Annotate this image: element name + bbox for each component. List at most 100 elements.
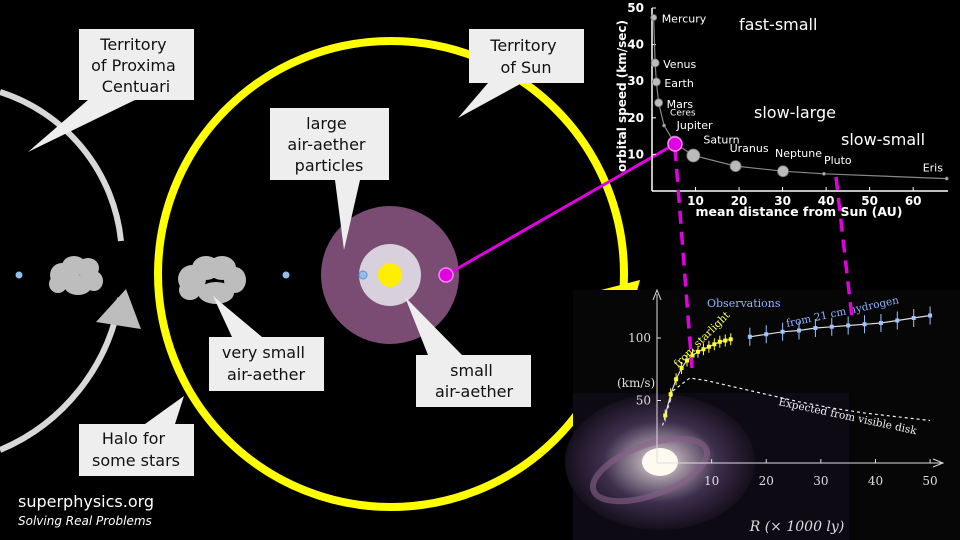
planet-label-earth: Earth	[664, 77, 694, 90]
planet-point-venus	[650, 58, 660, 68]
data-point-hydrogen	[928, 313, 933, 318]
planet-label-venus: Venus	[663, 58, 696, 71]
planet-point-mars	[654, 98, 664, 108]
svg-text:Halo for some stars: Halo for some stars	[92, 429, 180, 470]
planet-point-uranus	[729, 160, 742, 173]
data-point-hydrogen	[846, 323, 851, 328]
solar-x-tick-label: 10	[687, 194, 704, 208]
halo-arrow-head	[96, 289, 141, 329]
planet-point-neptune	[777, 165, 789, 178]
planet-point-saturn	[686, 148, 701, 163]
solar-x-tick-label: 40	[818, 194, 835, 208]
callout-halo-line-1: Halo for	[102, 429, 166, 448]
callout-very-small: very small air-aether	[209, 296, 324, 391]
planet-point-ceres	[662, 123, 666, 128]
rotation-x-tick-label: 30	[813, 474, 828, 488]
data-point-hydrogen	[895, 318, 900, 323]
solar-x-axis-label: mean distance from Sun (AU)	[696, 204, 903, 219]
callout-sun-territory: Territory of Sun	[458, 29, 584, 118]
planet-point-eris	[944, 176, 949, 181]
star-left	[15, 271, 23, 279]
rotation-x-tick-label: 50	[922, 474, 937, 488]
galaxy-rotation-chart: 10 20 30 40 50 50 100 R (× 1000 ly) (km/s) Observ…	[565, 288, 960, 540]
solar-y-tick-label: 50	[627, 1, 644, 15]
callout-proxima-line-2: of Proxima	[91, 56, 176, 75]
data-point-starlight	[679, 366, 684, 370]
series-line-expected-disk	[661, 377, 931, 426]
callout-very-small-line-2: air-aether	[227, 365, 305, 384]
series-line-hydrogen	[749, 314, 931, 338]
cloud-left-icon	[49, 256, 103, 295]
callout-halo: Halo for some stars	[79, 396, 194, 476]
galaxy-arm	[589, 435, 711, 505]
planet-point-mercury	[650, 14, 658, 21]
data-point-starlight	[663, 413, 668, 418]
callout-small-line-2: air-aether	[435, 382, 513, 401]
data-point-hydrogen	[764, 332, 769, 337]
callout-large-aether: large air-aether particles	[270, 108, 389, 250]
callout-sun-line-2: of Sun	[501, 58, 552, 77]
callout-halo-line-2: some stars	[92, 451, 180, 470]
callout-large-line-2: air-aether	[287, 135, 365, 154]
rotation-x-axis-label: R (× 1000 ly)	[749, 519, 845, 535]
data-point-starlight	[695, 349, 700, 354]
rotation-y-axis-label: (km/s)	[617, 376, 655, 390]
data-point-hydrogen	[747, 334, 752, 339]
data-point-hydrogen	[813, 326, 818, 330]
brand-site[interactable]: superphysics.org	[18, 492, 155, 511]
svg-text:Territory of Proxima: Territory of Proxima Centuari	[91, 35, 181, 96]
galaxy-core	[642, 448, 678, 476]
callout-small-line-1: small	[450, 361, 493, 380]
solar-y-axis-label: orbital speed (km/sec)	[615, 20, 629, 172]
brand-tagline: Solving Real Problems	[18, 514, 152, 528]
data-point-hydrogen	[878, 321, 883, 325]
data-point-starlight	[685, 358, 690, 363]
data-point-starlight	[706, 344, 711, 349]
solar-x-tick-label: 20	[731, 194, 748, 208]
data-point-hydrogen	[780, 329, 785, 334]
magenta-connector	[445, 142, 676, 277]
callout-proxima-line-1: Territory	[99, 35, 166, 54]
planet-label-ceres: Ceres	[670, 108, 696, 118]
planet-point-earth	[651, 77, 661, 87]
annotation-observations: Observations	[707, 297, 781, 310]
data-point-starlight	[717, 339, 722, 344]
callout-proxima-line-3: Centuari	[102, 77, 170, 96]
data-point-starlight	[690, 353, 695, 358]
rotation-y-tick-label: 50	[636, 394, 651, 408]
planet-label-jupiter: Jupiter	[676, 119, 713, 132]
callout-very-small-line-1: very small	[222, 343, 305, 362]
data-point-starlight	[723, 338, 728, 343]
label-fast-small: fast-small	[739, 15, 817, 34]
solar-y-tick-label: 20	[627, 111, 644, 125]
rotation-x-tick-label: 10	[704, 474, 719, 488]
callout-large-line-3: particles	[295, 156, 364, 175]
data-point-starlight	[701, 347, 706, 352]
svg-text:small air-aether: small air-aether	[435, 361, 513, 401]
planet-label-mars: Mars	[667, 98, 694, 111]
planet-point-pluto	[822, 171, 826, 176]
data-point-starlight	[668, 392, 673, 397]
planet-label-uranus: Uranus	[730, 142, 769, 155]
svg-text:Territory of Sun: Territory of Sun	[489, 36, 561, 77]
rotation-x-tick-label: 40	[868, 474, 883, 488]
solar-y-tick-label: 30	[627, 74, 644, 88]
brand-footer: superphysics.org Solving Real Problems	[18, 492, 154, 528]
data-point-starlight	[674, 377, 679, 382]
magenta-dash-pluto	[834, 176, 854, 319]
proxima-territory-arc	[0, 89, 124, 242]
rotation-y-tick-label: 100	[628, 331, 651, 345]
star-middle	[282, 271, 290, 279]
planet-label-neptune: Neptune	[775, 147, 822, 160]
magenta-marker-sun	[438, 267, 454, 283]
sun-territory-ring	[154, 37, 628, 511]
solar-x-tick-label: 30	[774, 194, 791, 208]
rotation-y-arrow	[652, 288, 662, 301]
svg-text:large air-aether p: large air-aether particles	[287, 114, 370, 175]
callout-sun-line-1: Territory	[489, 36, 556, 55]
label-slow-large: slow-large	[754, 103, 836, 122]
sun-icon	[378, 263, 402, 287]
callout-large-line-1: large	[306, 114, 347, 133]
data-point-hydrogen	[829, 324, 834, 329]
